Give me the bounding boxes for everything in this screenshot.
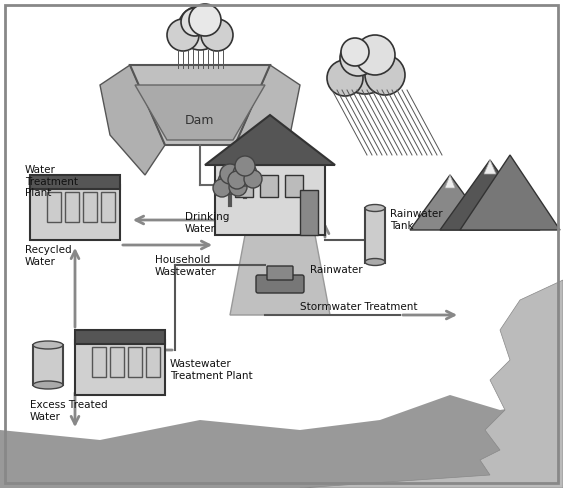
Text: Stormwater Treatment: Stormwater Treatment xyxy=(300,302,418,312)
FancyBboxPatch shape xyxy=(260,175,278,197)
FancyBboxPatch shape xyxy=(83,192,97,222)
FancyBboxPatch shape xyxy=(65,192,79,222)
Polygon shape xyxy=(300,280,563,488)
Text: Drinking
Water: Drinking Water xyxy=(185,212,229,234)
Polygon shape xyxy=(205,115,335,165)
Circle shape xyxy=(167,19,199,51)
Circle shape xyxy=(220,164,240,184)
Circle shape xyxy=(218,170,242,194)
FancyBboxPatch shape xyxy=(30,175,120,189)
Polygon shape xyxy=(230,235,330,315)
Circle shape xyxy=(201,19,233,51)
FancyBboxPatch shape xyxy=(146,347,160,377)
Circle shape xyxy=(327,60,363,96)
FancyBboxPatch shape xyxy=(30,185,120,240)
FancyBboxPatch shape xyxy=(128,347,142,377)
Text: Wastewater
Treatment Plant: Wastewater Treatment Plant xyxy=(170,359,253,381)
Ellipse shape xyxy=(33,381,63,389)
Polygon shape xyxy=(130,65,270,145)
Polygon shape xyxy=(410,175,490,230)
Circle shape xyxy=(235,156,255,176)
Circle shape xyxy=(339,42,391,94)
Text: Excess Treated
Water: Excess Treated Water xyxy=(30,400,108,422)
FancyBboxPatch shape xyxy=(92,347,106,377)
Polygon shape xyxy=(235,65,300,175)
Circle shape xyxy=(365,55,405,95)
Circle shape xyxy=(355,35,395,75)
Circle shape xyxy=(181,8,209,36)
Polygon shape xyxy=(484,160,496,174)
FancyBboxPatch shape xyxy=(47,192,61,222)
Text: Recycled
Water: Recycled Water xyxy=(25,245,72,266)
Text: Dam: Dam xyxy=(185,114,215,126)
Ellipse shape xyxy=(365,259,385,265)
Circle shape xyxy=(189,4,221,36)
FancyBboxPatch shape xyxy=(215,165,325,235)
Ellipse shape xyxy=(365,204,385,211)
FancyBboxPatch shape xyxy=(75,340,165,395)
FancyBboxPatch shape xyxy=(300,190,318,235)
Polygon shape xyxy=(0,395,563,488)
Circle shape xyxy=(341,38,369,66)
Polygon shape xyxy=(440,160,540,230)
Circle shape xyxy=(228,171,246,189)
Circle shape xyxy=(178,6,222,50)
Polygon shape xyxy=(460,155,560,230)
Circle shape xyxy=(213,179,231,197)
Polygon shape xyxy=(100,65,165,175)
FancyBboxPatch shape xyxy=(365,208,385,263)
Text: Water
Treatment
Plant: Water Treatment Plant xyxy=(25,165,78,198)
Ellipse shape xyxy=(33,341,63,349)
Text: Household
Wastewater: Household Wastewater xyxy=(155,255,217,277)
FancyBboxPatch shape xyxy=(285,175,303,197)
FancyBboxPatch shape xyxy=(235,175,253,197)
Circle shape xyxy=(233,162,257,186)
Text: Rainwater: Rainwater xyxy=(310,265,363,275)
Text: Rainwater
Tank: Rainwater Tank xyxy=(390,209,443,231)
FancyBboxPatch shape xyxy=(110,347,124,377)
FancyBboxPatch shape xyxy=(267,266,293,280)
FancyBboxPatch shape xyxy=(75,330,165,344)
Polygon shape xyxy=(135,85,265,140)
Polygon shape xyxy=(445,175,455,188)
FancyBboxPatch shape xyxy=(101,192,115,222)
Circle shape xyxy=(229,178,247,196)
Circle shape xyxy=(340,40,376,76)
FancyBboxPatch shape xyxy=(256,275,304,293)
FancyBboxPatch shape xyxy=(33,345,63,385)
Circle shape xyxy=(244,170,262,188)
